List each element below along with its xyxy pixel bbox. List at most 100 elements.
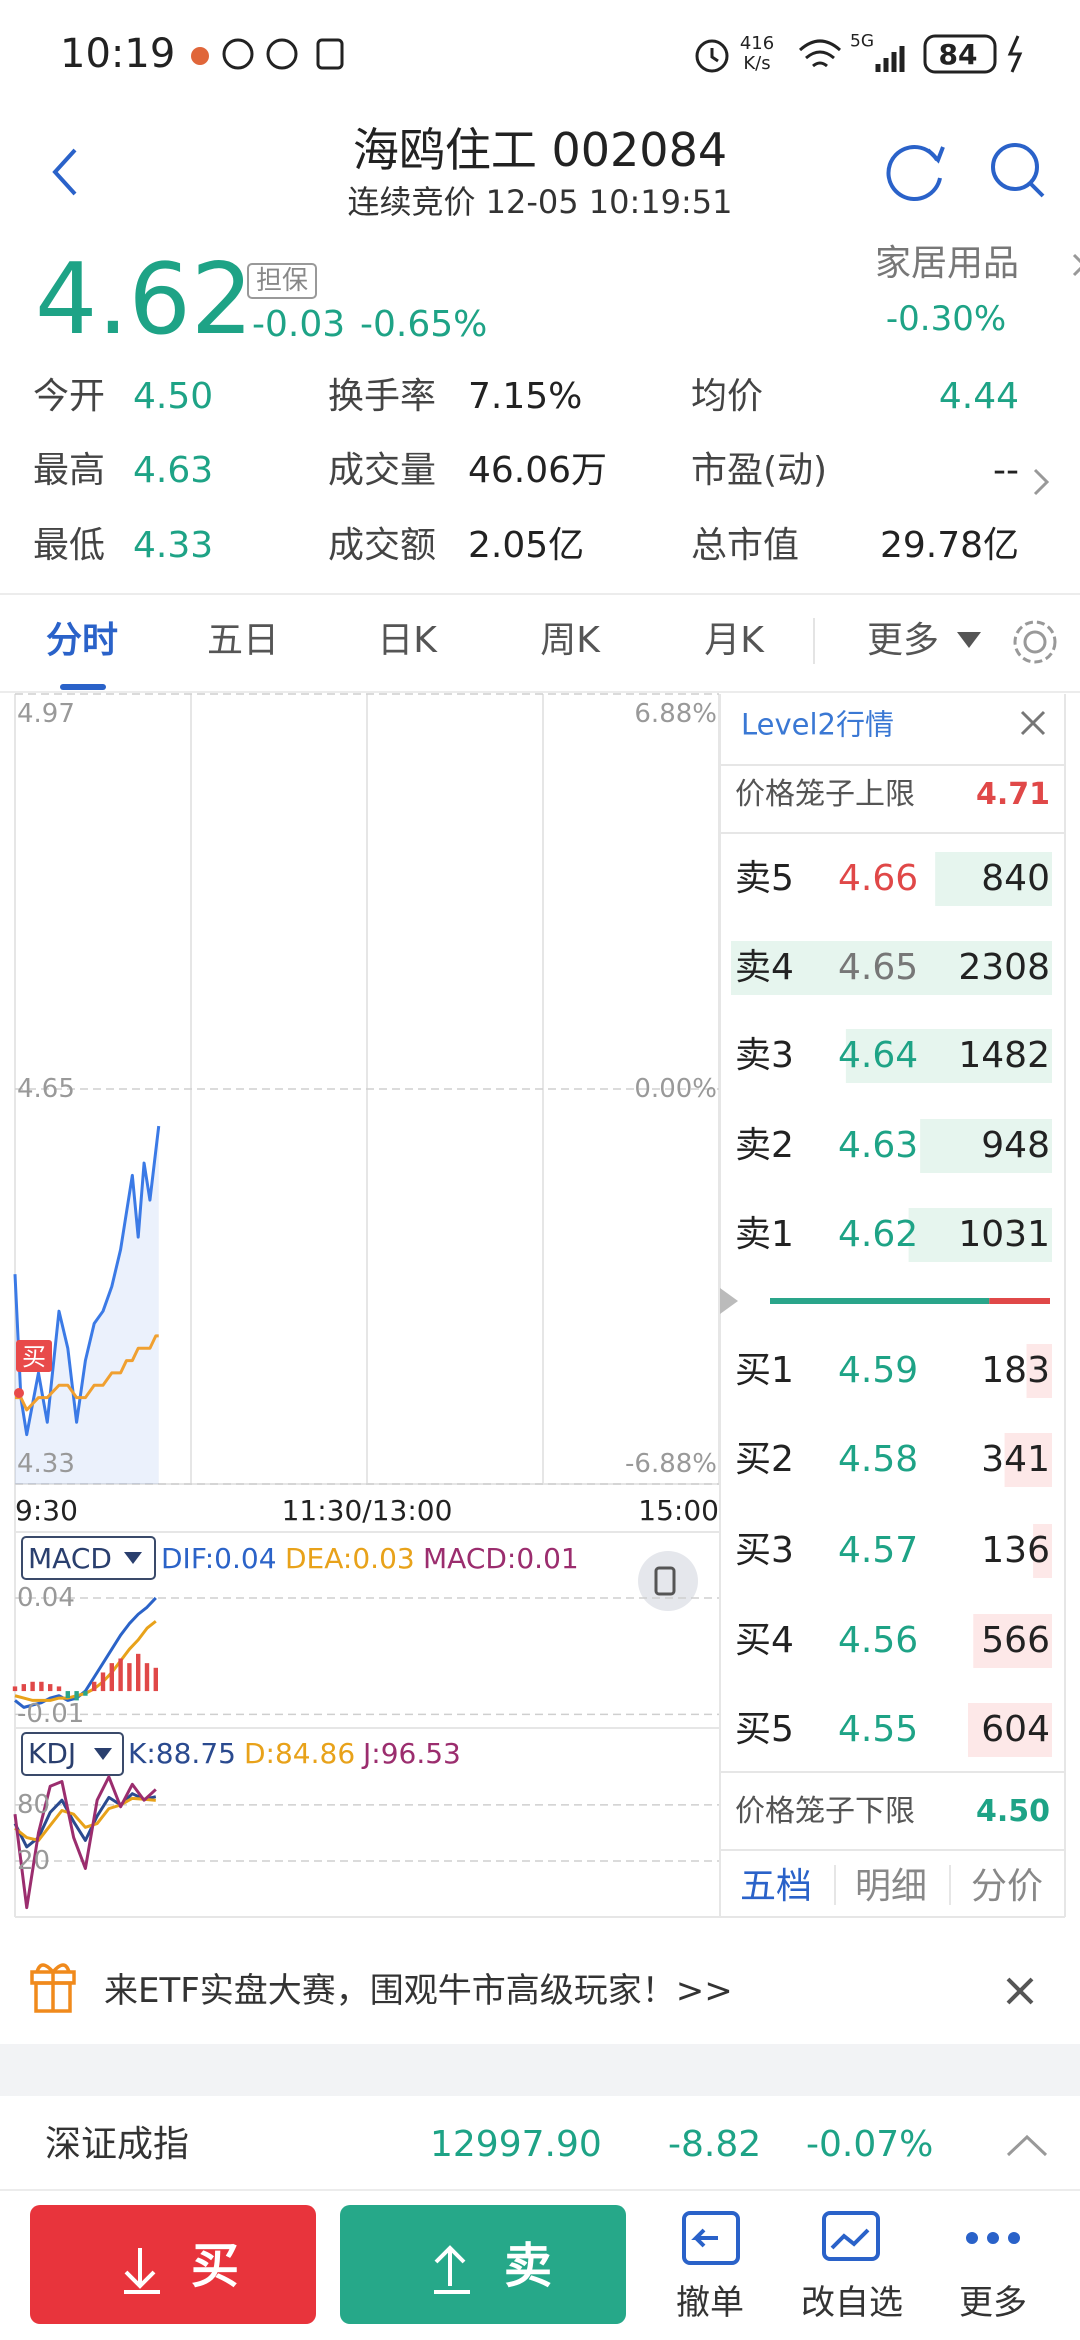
toolbar-label[interactable]: 撤单	[676, 2283, 744, 2323]
status-time: 10:19	[60, 31, 176, 77]
expand-button[interactable]	[1006, 2134, 1048, 2157]
volume-bar	[1004, 1433, 1052, 1487]
sector[interactable]: 家居用品	[874, 243, 1019, 284]
volume-bar	[1033, 1524, 1052, 1578]
x-tick-label: 15:00	[638, 1494, 719, 1527]
panel-tab[interactable]: 明细	[854, 1866, 928, 1907]
dropdown-arrow	[124, 1552, 142, 1564]
refresh-button[interactable]	[886, 145, 945, 201]
limit-value: 4.71	[975, 777, 1050, 812]
toolbar-label[interactable]: 更多	[959, 2283, 1027, 2323]
index-name: 深证成指	[45, 2124, 190, 2165]
histogram-bar	[92, 1681, 97, 1692]
histogram-bar	[39, 1681, 44, 1692]
status-icons	[191, 34, 1023, 74]
sell-label[interactable]: 卖	[503, 2238, 553, 2294]
sell-button[interactable]	[340, 2205, 626, 2324]
level-volume: 604	[981, 1709, 1050, 1750]
tab[interactable]: 五日	[206, 620, 280, 661]
level-price: 4.59	[838, 1350, 919, 1391]
battery: 84	[938, 38, 978, 71]
level-price: 4.66	[838, 858, 919, 899]
status-subtitle: 连续竞价 12-05 10:19:51	[347, 183, 733, 221]
histogram-bar	[118, 1658, 123, 1692]
level-label: 买3	[735, 1530, 794, 1571]
net-unit: K/s	[743, 53, 771, 74]
level-price: 4.63	[838, 1125, 919, 1166]
chevron[interactable]	[1072, 253, 1080, 277]
level-volume: 136	[981, 1530, 1050, 1571]
search-button[interactable]	[991, 143, 1045, 198]
price-area	[15, 1126, 159, 1484]
level-volume: 183	[981, 1350, 1050, 1391]
sell-icon	[434, 2245, 470, 2294]
stat-value: 4.50	[133, 376, 214, 417]
indicator-select[interactable]	[21, 1536, 156, 1580]
stat-label: 成交量	[328, 450, 437, 491]
y-tick-label: 4.33	[17, 1449, 75, 1479]
limit-label: 价格笼子上限	[735, 777, 915, 812]
banner-text[interactable]: 来ETF实盘大赛，围观牛市高级玩家！>>	[104, 1971, 733, 2011]
histogram-bar	[100, 1672, 106, 1692]
tab[interactable]: 更多	[866, 620, 940, 661]
level-label: 卖4	[735, 947, 794, 988]
tab-underline	[60, 684, 106, 690]
badge: 担保	[255, 266, 309, 296]
volume-bar	[1026, 1344, 1052, 1398]
series-line	[13, 1125, 161, 1437]
volume-bar	[935, 852, 1052, 906]
buy-button[interactable]	[30, 2205, 316, 2324]
volume-bar	[845, 1029, 1052, 1083]
legend-entry: J:96.53	[363, 1737, 461, 1770]
histogram-bar	[109, 1663, 114, 1692]
stat-label: 市盈(动)	[691, 450, 828, 491]
close-button[interactable]	[1020, 710, 1046, 736]
back-button[interactable]	[52, 148, 77, 196]
collapse-arrow[interactable]	[720, 1288, 738, 1314]
index-change-pct: -0.07%	[806, 2124, 934, 2165]
indicator-name: MACD	[28, 1542, 112, 1575]
stat-value: 7.15%	[468, 376, 583, 417]
indicator-select[interactable]	[21, 1732, 124, 1776]
legend-entry: DIF:0.04	[161, 1542, 277, 1575]
volume-bar	[973, 1614, 1052, 1668]
network: 5G	[850, 31, 874, 52]
close-button[interactable]	[1006, 1977, 1034, 2005]
stat-value: 29.78亿	[879, 525, 1019, 566]
level-label: 卖2	[735, 1125, 794, 1166]
buy-label[interactable]: 买	[190, 2238, 240, 2294]
dropdown-arrow	[957, 632, 981, 648]
y2-tick-label: -6.88%	[625, 1449, 717, 1479]
histogram-bar	[30, 1681, 35, 1692]
stat-value: --	[993, 450, 1019, 491]
y-tick-label: 4.65	[17, 1074, 75, 1104]
level-label: 买5	[735, 1709, 794, 1750]
tab[interactable]: 周K	[540, 620, 600, 661]
tab[interactable]: 月K	[704, 620, 764, 661]
volume-bar	[920, 1119, 1052, 1173]
y-tick-label: 0.04	[17, 1582, 75, 1613]
change: -0.03	[252, 304, 346, 345]
annotation-box	[16, 1340, 52, 1372]
annotation: 买	[22, 1343, 46, 1371]
toolbar-label[interactable]: 改自选	[801, 2283, 903, 2323]
histogram-bar	[127, 1663, 132, 1692]
level-volume: 1031	[958, 1214, 1050, 1255]
sector-change: -0.30%	[885, 299, 1007, 339]
legend-entry: D:84.86	[244, 1737, 356, 1770]
panel-tab[interactable]: 分价	[970, 1866, 1044, 1907]
histogram-bar	[65, 1691, 70, 1699]
toolbar-icons[interactable]	[682, 2211, 1020, 2265]
histogram-bar	[83, 1691, 88, 1696]
chevron[interactable]	[1033, 468, 1050, 496]
panel-tab[interactable]: 五档	[739, 1866, 813, 1907]
level-label: 买1	[735, 1350, 794, 1391]
tab[interactable]: 日K	[377, 620, 437, 661]
tab[interactable]: 分时	[45, 620, 119, 661]
limit-value: 4.50	[975, 1794, 1050, 1829]
rotate-button[interactable]	[638, 1551, 698, 1611]
level-volume: 948	[981, 1125, 1050, 1166]
settings-button[interactable]	[1013, 620, 1057, 664]
stat-value: 4.63	[133, 450, 214, 491]
